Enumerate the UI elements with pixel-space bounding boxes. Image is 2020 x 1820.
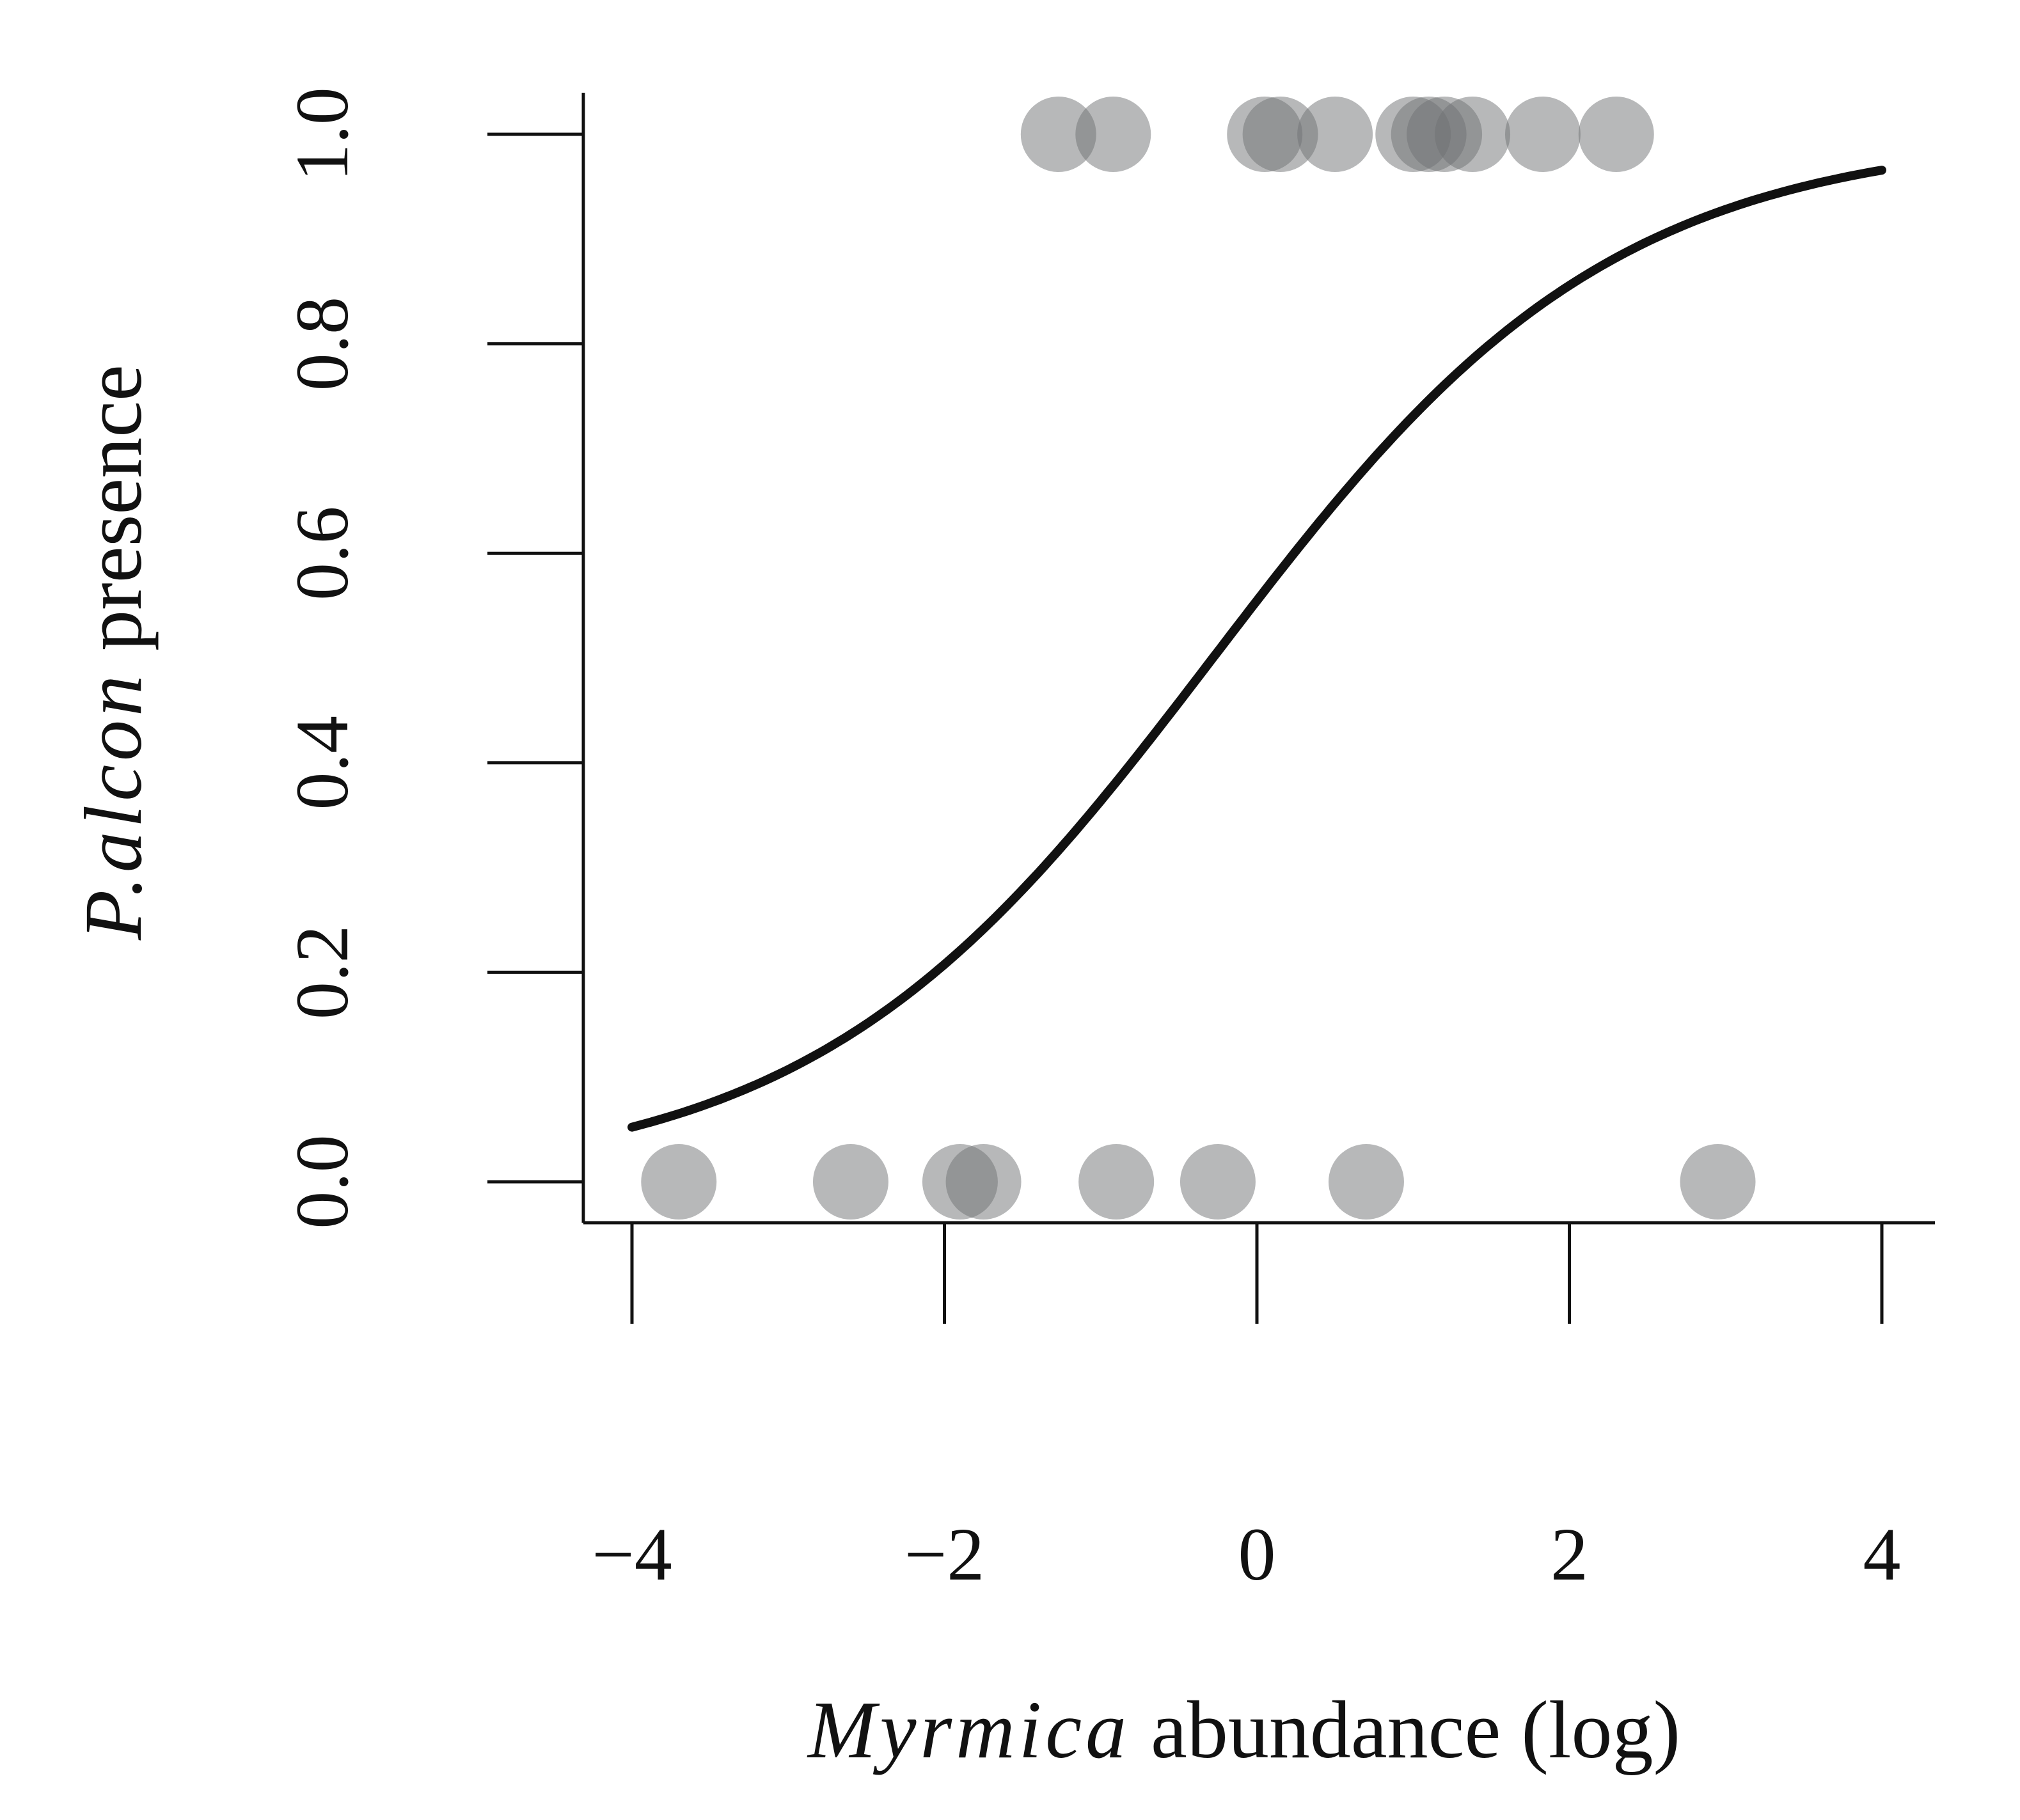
x-tick-label: −4	[592, 1512, 672, 1596]
data-point	[1242, 97, 1318, 172]
data-point	[1297, 97, 1373, 172]
x-tick-label: 0	[1238, 1512, 1276, 1596]
fit-curve-group	[627, 166, 1886, 1132]
x-tick-label: 4	[1863, 1512, 1901, 1596]
y-tick-label: 0.6	[280, 506, 364, 600]
data-point	[1680, 1144, 1756, 1220]
data-points	[641, 97, 1756, 1220]
y-tick-label: 0.0	[280, 1134, 364, 1229]
data-point	[1078, 1144, 1155, 1220]
x-axis-title: Myrmica abundance (log)	[807, 1684, 1680, 1775]
y-tick-label: 1.0	[280, 87, 364, 182]
x-tick-label: −2	[904, 1512, 985, 1596]
data-point	[812, 1144, 888, 1220]
fit-curve	[627, 166, 1886, 1132]
data-point	[1020, 97, 1096, 172]
y-tick-label: 0.8	[280, 297, 364, 391]
x-axis-title-rest: abundance (log)	[1130, 1684, 1680, 1775]
data-point	[1075, 97, 1151, 172]
x-axis-title-italic: Myrmica	[807, 1684, 1130, 1775]
x-tick-label: 2	[1551, 1512, 1588, 1596]
data-point	[641, 1144, 717, 1220]
axes	[581, 93, 1935, 1225]
y-axis-title: P.alcon presence	[68, 365, 159, 941]
y-axis-title-rest: presence	[68, 365, 159, 671]
y-axis-title-italic: P.alcon	[68, 671, 159, 941]
y-tick-label: 0.2	[280, 925, 364, 1020]
data-point	[1578, 97, 1654, 172]
data-point	[1328, 1144, 1404, 1220]
ticks: 0.0 0.2 0.4 0.6 0.8 1.0 −4 −2 0 2 4	[280, 87, 1901, 1596]
data-point	[945, 1144, 1022, 1220]
y-tick-label: 0.4	[280, 716, 364, 810]
data-point	[1435, 97, 1511, 172]
data-point	[1180, 1144, 1256, 1220]
data-point	[1504, 97, 1581, 172]
